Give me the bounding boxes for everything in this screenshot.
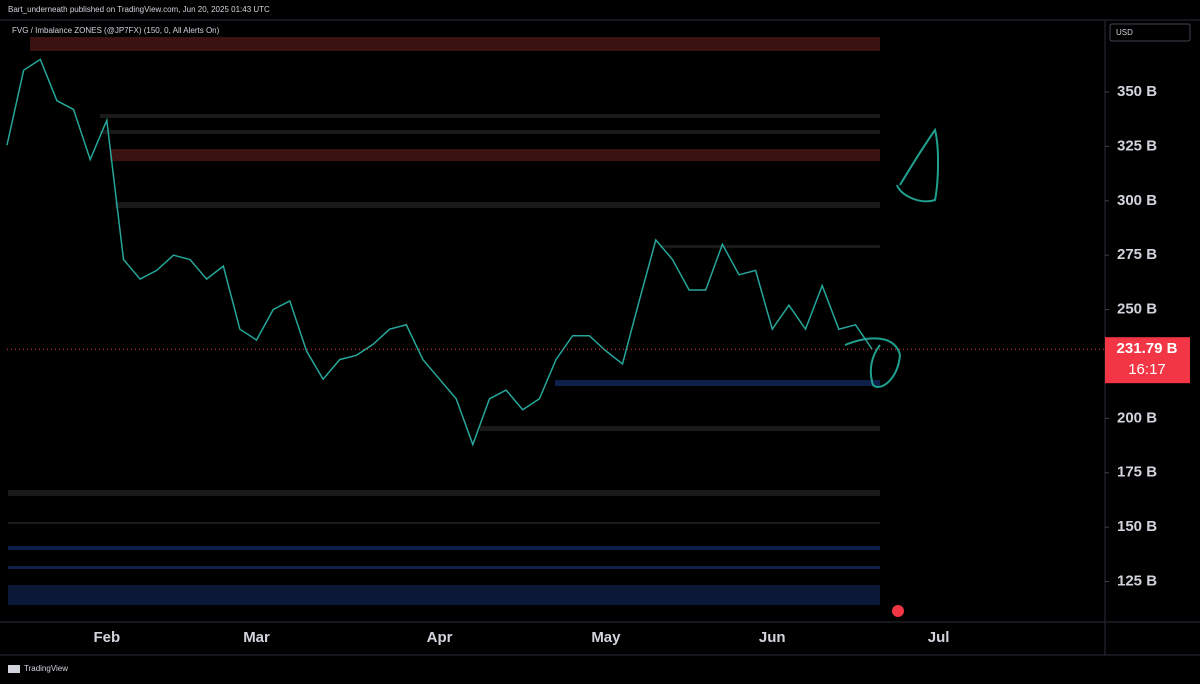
header: Bart_underneath published on TradingView… — [8, 5, 270, 14]
zone — [100, 130, 880, 134]
y-tick-label: 150 B — [1117, 518, 1157, 535]
indicator-label: FVG / Imbalance ZONES (@JP7FX) (150, 0, … — [12, 26, 220, 35]
footer-logo: TradingView — [8, 664, 68, 673]
countdown: 16:17 — [1128, 361, 1166, 378]
last-price-label: 231.79 B — [1117, 340, 1178, 357]
x-tick-label: Mar — [243, 629, 270, 646]
x-tick-label: Jun — [759, 629, 786, 646]
y-tick-label: 325 B — [1117, 137, 1157, 154]
currency-box — [1109, 23, 1191, 42]
y-tick-label: 250 B — [1117, 301, 1157, 318]
zone — [8, 490, 880, 496]
y-tick-label: 125 B — [1117, 573, 1157, 590]
zone — [660, 245, 880, 248]
event-icon — [892, 605, 904, 617]
x-tick-label: Feb — [93, 629, 120, 646]
zone — [30, 37, 880, 51]
last-price-box — [1105, 337, 1190, 384]
y-tick-label: 350 B — [1117, 83, 1157, 100]
annotation — [896, 127, 940, 203]
currency: USD — [1116, 28, 1133, 37]
zones — [8, 37, 880, 605]
logo — [8, 665, 20, 673]
x-tick-label: May — [591, 629, 621, 646]
zone — [100, 114, 880, 118]
zone — [8, 585, 880, 605]
y-tick-label: 175 B — [1117, 464, 1157, 481]
footer-text: TradingView — [24, 664, 68, 673]
zone — [480, 426, 880, 431]
price-line — [6, 58, 873, 447]
zone — [110, 149, 880, 161]
zone — [8, 546, 880, 550]
y-tick-label: 300 B — [1117, 192, 1157, 209]
zone — [115, 202, 880, 208]
x-tick-label: Jul — [928, 629, 950, 646]
y-tick-label: 275 B — [1117, 246, 1157, 263]
y-tick-label: 200 B — [1117, 409, 1157, 426]
zone — [8, 522, 880, 524]
x-tick-label: Apr — [427, 629, 453, 646]
zone — [8, 566, 880, 569]
zone — [555, 380, 880, 386]
annotation — [844, 337, 902, 388]
